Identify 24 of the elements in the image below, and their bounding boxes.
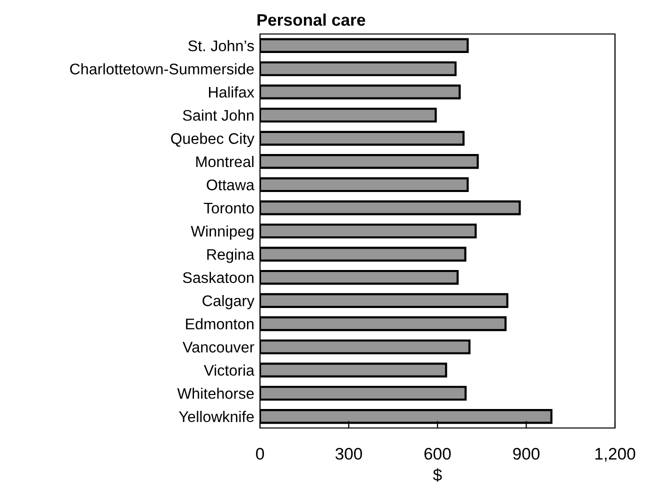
y-tick-label: Vancouver [182, 342, 254, 353]
y-tick-label: Montreal [196, 156, 254, 168]
y-tick-label: Ottawa [206, 180, 254, 190]
x-tick-label: 300 [335, 448, 362, 460]
x-tick-label: 600 [424, 448, 451, 460]
y-tick-label: Victoria [204, 364, 254, 376]
y-tick-label: Charlottetown-Summerside [70, 63, 254, 74]
y-tick-label: Yellowknife [178, 410, 254, 422]
y-tick-label: Quebec City [171, 132, 254, 147]
y-tick-label: Saint John [182, 110, 254, 121]
y-tick-label: Winnipeg [190, 225, 254, 240]
chart-title: Personal care [258, 14, 366, 26]
x-tick-label: 0 [256, 448, 264, 460]
y-tick-label: St. John’s [188, 40, 254, 52]
y-tick-label: Whitehorse [177, 388, 254, 399]
y-tick-label: Edmonton [186, 318, 254, 330]
y-tick-label: Regina [207, 248, 254, 263]
y-tick-label: Calgary [202, 294, 254, 310]
y-tick-label: Saskatoon [182, 272, 254, 284]
y-tick-label: Halifax [209, 86, 254, 98]
x-axis-title: $ [433, 468, 442, 482]
x-tick-label: 1,200 [595, 448, 636, 462]
y-tick-label: Toronto [204, 202, 254, 214]
x-tick-label: 900 [513, 448, 540, 460]
